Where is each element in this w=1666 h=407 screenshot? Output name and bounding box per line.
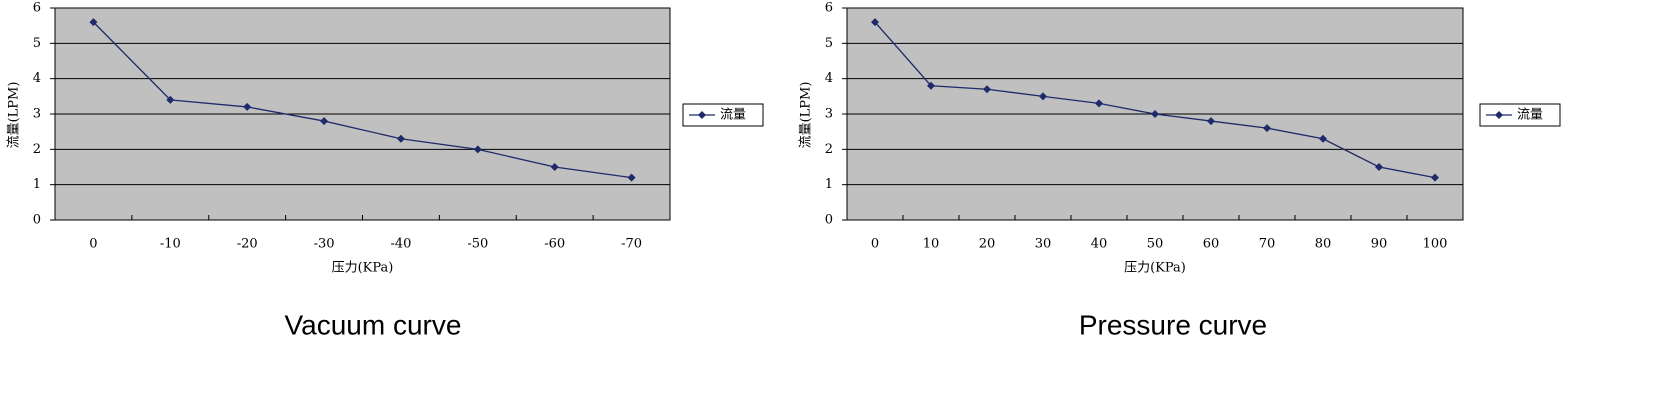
data-point — [1431, 173, 1439, 182]
y-tick-label: 6 — [825, 1, 833, 16]
y-tick-label: 4 — [825, 71, 833, 86]
x-tick-label: 50 — [1147, 237, 1164, 252]
y-axis-label: 流量(LPM) — [799, 82, 814, 149]
x-tick-label: 40 — [1091, 237, 1108, 252]
data-point — [1263, 124, 1271, 133]
y-tick-label: 2 — [825, 142, 833, 157]
data-point — [1039, 92, 1047, 101]
x-tick-label: -20 — [237, 237, 258, 252]
x-tick-label: 90 — [1371, 237, 1388, 252]
x-tick-label: 80 — [1315, 237, 1332, 252]
x-tick-label: -10 — [160, 237, 181, 252]
data-point — [396, 134, 405, 143]
data-point — [627, 173, 636, 182]
data-point — [871, 18, 879, 27]
y-tick-label: 0 — [33, 213, 41, 228]
data-point — [983, 85, 991, 94]
data-point — [550, 163, 559, 171]
caption: Pressure curve — [1079, 309, 1267, 340]
legend-marker — [698, 111, 706, 119]
x-tick-label: -70 — [621, 237, 642, 252]
x-tick-label: 100 — [1423, 237, 1448, 252]
legend-marker — [1495, 111, 1503, 119]
y-tick-label: 3 — [825, 107, 833, 122]
x-tick-label: -30 — [314, 237, 335, 252]
x-axis-label: 压力(KPa) — [1124, 261, 1186, 276]
y-tick-label: 1 — [33, 177, 41, 192]
x-tick-label: 0 — [89, 237, 97, 252]
y-tick-label: 5 — [33, 36, 41, 51]
y-tick-label: 1 — [825, 177, 833, 192]
y-tick-label: 2 — [33, 142, 41, 157]
y-tick-label: 5 — [825, 36, 833, 51]
data-point — [89, 18, 98, 27]
x-tick-label: 60 — [1203, 237, 1220, 252]
data-point — [320, 117, 329, 126]
data-point — [1095, 99, 1103, 108]
data-point — [1151, 110, 1159, 118]
y-axis-label: 流量(LPM) — [7, 82, 22, 149]
legend-label: 流量 — [720, 108, 746, 123]
caption: Vacuum curve — [285, 309, 462, 340]
legend-box — [682, 103, 764, 127]
legend-box — [1479, 103, 1561, 127]
data-point — [1319, 134, 1327, 143]
y-tick-label: 0 — [825, 213, 833, 228]
x-tick-label: 20 — [979, 237, 996, 252]
data-point — [166, 95, 175, 104]
data-point — [927, 81, 935, 90]
x-tick-label: -50 — [467, 237, 488, 252]
data-point — [243, 102, 252, 111]
legend-label: 流量 — [1517, 108, 1543, 123]
data-point — [1207, 117, 1215, 126]
x-tick-label: 70 — [1259, 237, 1276, 252]
y-tick-label: 3 — [33, 107, 41, 122]
x-tick-label: -40 — [390, 237, 411, 252]
data-point — [473, 145, 482, 154]
data-point — [1375, 163, 1383, 171]
x-axis-label: 压力(KPa) — [332, 261, 394, 276]
x-tick-label: 0 — [871, 237, 879, 252]
x-tick-label: 10 — [923, 237, 940, 252]
y-tick-label: 6 — [33, 1, 41, 16]
x-tick-label: 30 — [1035, 237, 1052, 252]
x-tick-label: -60 — [544, 237, 565, 252]
series-line — [92, 21, 632, 179]
y-tick-label: 4 — [33, 71, 41, 86]
